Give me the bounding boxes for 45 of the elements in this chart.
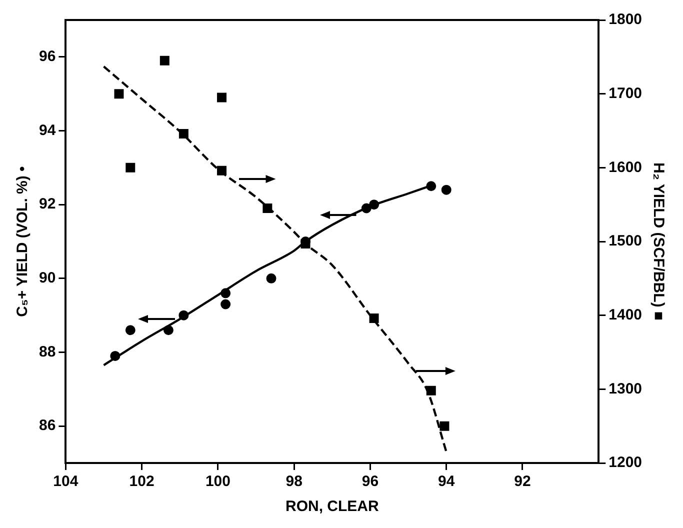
y-tick-label: 88 [38,343,56,360]
y2-tick-label: 1600 [608,158,642,176]
x-tick-label: 96 [362,473,379,490]
y2-tick-label: 1200 [608,454,642,472]
point [426,181,436,192]
y2-tick-label: 1800 [608,11,642,28]
point [369,314,379,324]
point [440,421,450,431]
x-tick-label: 94 [438,473,456,490]
y-tick-label: 96 [38,48,56,66]
point [217,166,227,176]
y-tick-label: 90 [38,270,56,287]
y-tick-label: 86 [38,417,56,434]
y2-axis-title: H₂ YIELD (SCF/BBL) ■ [650,162,667,320]
x-tick-label: 98 [286,473,302,490]
point [110,350,120,361]
point [220,299,231,310]
point [369,200,380,210]
y-axis-title: C₅+ YIELD (VOL. %) • [14,166,32,317]
point [126,162,136,172]
x-tick-label: 92 [514,473,531,490]
point [426,386,436,396]
point [441,184,452,195]
y2-tick-label: 1500 [608,232,642,250]
point [125,325,136,336]
point [178,310,189,320]
point [163,325,174,336]
x-axis-title: RON, CLEAR [285,498,379,516]
point [217,92,227,102]
point [160,56,170,66]
y-tick-label: 92 [38,196,56,213]
y-tick-label: 94 [38,122,56,139]
point [262,204,272,214]
point [266,273,276,284]
x-tick-label: 102 [129,473,154,490]
y2-tick-label: 1700 [608,84,642,102]
point [220,288,231,298]
line-series [102,65,448,454]
x-tick-label: 100 [205,473,230,490]
point [114,89,124,99]
point [361,203,372,214]
y2-tick-label: 1400 [608,306,642,324]
point [178,128,188,138]
x-tick-label: 104 [53,473,79,490]
y2-tick-label: 1300 [608,380,642,398]
